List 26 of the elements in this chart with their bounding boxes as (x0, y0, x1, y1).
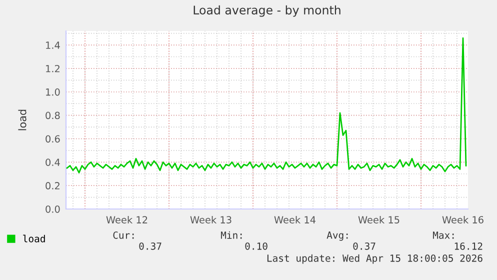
y-tick-label: 0.4 (46, 158, 60, 166)
x-tick-label: Week 15 (358, 216, 400, 224)
text: 0.37 (139, 242, 162, 250)
text: Last update: Wed Apr 15 18:00:05 2026 (267, 254, 482, 264)
text: Avg: (326, 232, 348, 241)
text: Cur: (113, 231, 134, 239)
y-tick-label: 1.4 (46, 42, 60, 49)
text: Max: (432, 232, 454, 239)
x-tick-label: Week 14 (274, 216, 316, 224)
text: 0.37 (353, 242, 376, 250)
line-series (66, 37, 467, 174)
y-axis-title: load (18, 110, 26, 130)
y-tick-label: 0.2 (46, 182, 60, 190)
x-tick-label: Week 16 (442, 216, 484, 224)
y-tick-label: 0.6 (46, 135, 60, 143)
x-tick-label: Week 12 (106, 216, 148, 224)
x-tick-label: Week 13 (190, 216, 232, 224)
chart-title: Load average - by month (194, 5, 340, 17)
text: Min: (220, 231, 242, 239)
y-tick-label: 0.8 (46, 112, 60, 120)
text: 0.10 (245, 242, 268, 250)
legend-label: load (23, 234, 45, 242)
text: 16.12 (454, 242, 482, 250)
y-tick-label: 1.0 (46, 88, 60, 96)
y-tick-label: 0.0 (46, 205, 60, 213)
y-tick-label: 1.2 (46, 64, 60, 72)
